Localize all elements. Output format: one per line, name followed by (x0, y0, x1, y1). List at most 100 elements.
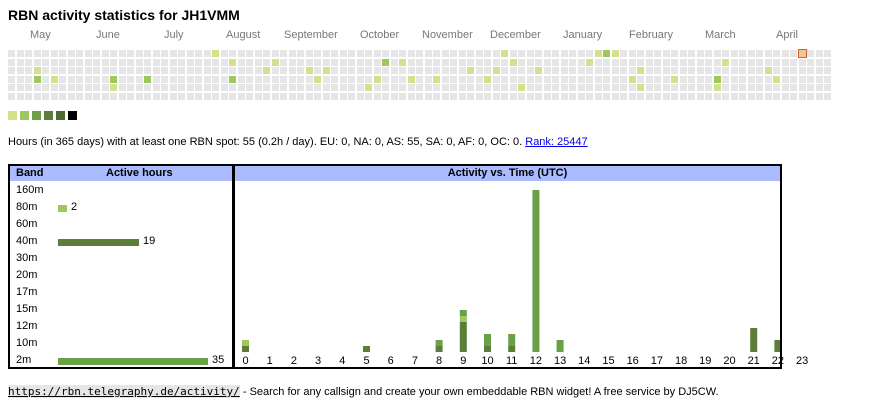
heatmap-cell (577, 84, 585, 91)
hour-label: 14 (578, 355, 591, 367)
heatmap-cell (382, 67, 389, 74)
heatmap-cell (33, 75, 41, 83)
heatmap-cell (662, 58, 670, 66)
heatmap-cell (288, 58, 296, 66)
heatmap-cell (628, 75, 636, 83)
heatmap-cell (127, 50, 134, 57)
heatmap-cell (84, 50, 92, 57)
heatmap-cell (730, 50, 738, 57)
heatmap-cell (416, 50, 423, 57)
band-label: 12m (16, 320, 38, 332)
heatmap-cell (67, 92, 75, 100)
heatmap-cell (824, 92, 831, 100)
heatmap-cell (713, 58, 721, 66)
heatmap-cell (467, 75, 474, 83)
heatmap-cell (390, 84, 398, 91)
heatmap-cell (186, 50, 194, 57)
heatmap-cell (135, 92, 143, 100)
heatmap-cell (815, 92, 823, 100)
heatmap-cell (577, 92, 585, 100)
heatmap-cell (526, 58, 534, 66)
heatmap-cell (135, 75, 143, 83)
heatmap-cell (322, 67, 330, 74)
hour-label: 23 (795, 355, 809, 367)
heatmap-cell (467, 58, 474, 66)
footer: https://rbn.telegraphy.de/activity/ - Se… (8, 385, 719, 398)
heatmap-cell (705, 75, 712, 83)
heatmap-cell (254, 58, 262, 66)
heatmap-cell (484, 84, 491, 91)
band-label: 15m (16, 303, 38, 315)
heatmap-cell (67, 84, 75, 91)
heatmap-cell (790, 67, 797, 74)
heatmap-cell (433, 75, 440, 83)
heatmap-cell (305, 58, 313, 66)
heatmap-cell (42, 84, 49, 91)
time-bar-40m (242, 346, 249, 352)
heatmap-cell (169, 84, 177, 91)
heatmap-cell (713, 84, 721, 91)
heatmap-cell (611, 67, 619, 74)
heatmap-cell (722, 92, 729, 100)
activity-heatmap: May June July August September October Novembe… (0, 0, 870, 110)
heatmap-cell (603, 75, 610, 83)
month-label: March (705, 29, 736, 41)
heatmap-cell (815, 75, 823, 83)
heatmap-cell (620, 58, 627, 66)
heatmap-cell (178, 75, 185, 83)
heatmap-cell (467, 50, 474, 57)
heatmap-cell (560, 50, 568, 57)
heatmap-cell (450, 67, 457, 74)
heatmap-cell (331, 67, 338, 74)
heatmap-cell (356, 50, 364, 57)
heatmap-cell (110, 75, 117, 83)
heatmap-cell (101, 67, 109, 74)
band-hours-value: 35 (212, 354, 225, 366)
heatmap-cell (586, 58, 593, 66)
heatmap-cell (314, 84, 321, 91)
heatmap-cell (76, 92, 83, 100)
heatmap-cell (492, 58, 500, 66)
heatmap-cell (169, 50, 177, 57)
active-hours-column-header: Active hours (106, 167, 173, 179)
legend-swatch (44, 111, 53, 120)
heatmap-cell (288, 84, 296, 91)
heatmap-cell (764, 50, 772, 57)
heatmap-cell (518, 92, 525, 100)
heatmap-cell (365, 67, 372, 74)
heatmap-cell (654, 50, 661, 57)
heatmap-cell (611, 50, 619, 57)
heatmap-cell (322, 50, 330, 57)
heatmap-cell (526, 75, 534, 83)
heatmap-cell (441, 50, 449, 57)
heatmap-cell (16, 84, 24, 91)
month-label: December (490, 29, 541, 41)
heatmap-cell (178, 84, 185, 91)
heatmap-cell (475, 75, 483, 83)
heatmap-cell (118, 50, 126, 57)
heatmap-cell (492, 50, 500, 57)
heatmap-cell (305, 50, 313, 57)
heatmap-cell (169, 92, 177, 100)
heatmap-cell (441, 92, 449, 100)
heatmap-cell (195, 50, 202, 57)
heatmap-cell (492, 84, 500, 91)
heatmap-cell (688, 50, 695, 57)
heatmap-cell (807, 58, 814, 66)
heatmap-cell (203, 50, 211, 57)
heatmap-cell (110, 84, 117, 91)
rank-link[interactable]: Rank: 25447 (525, 136, 588, 148)
heatmap-cell (705, 58, 712, 66)
heatmap-cell (263, 50, 270, 57)
heatmap-cell (475, 92, 483, 100)
heatmap-cell (713, 67, 721, 74)
heatmap-cell (246, 67, 253, 74)
footer-url-link[interactable]: https://rbn.telegraphy.de/activity/ (8, 385, 240, 398)
heatmap-cell (314, 58, 321, 66)
heatmap-cell (603, 84, 610, 91)
time-chart-header: Activity vs. Time (UTC) (235, 166, 780, 181)
hour-label: 22 (771, 355, 785, 367)
heatmap-cell (42, 75, 49, 83)
heatmap-cell (467, 84, 474, 91)
heatmap-cell (8, 50, 15, 57)
